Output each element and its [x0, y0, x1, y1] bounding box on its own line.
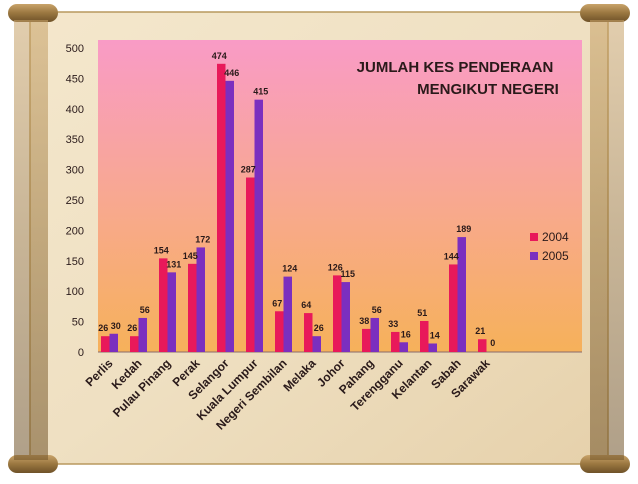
data-label: 30 [111, 321, 121, 331]
y-tick-label: 100 [66, 286, 84, 298]
bar-2004-sarawak [478, 339, 487, 352]
data-label: 26 [98, 323, 108, 333]
y-axis: 0 50 100 150 200 250 300 350 400 450 500 [66, 43, 84, 359]
data-label: 172 [195, 234, 210, 244]
bar-2004-selangor [217, 63, 226, 353]
bar-2005-melaka [312, 336, 321, 352]
y-tick-label: 500 [66, 43, 84, 55]
bar-2004-kelantan [420, 320, 429, 352]
y-tick-label: 50 [72, 317, 84, 329]
bar-2005-kedah [138, 317, 147, 352]
data-label: 126 [328, 262, 343, 272]
top-right-roller [580, 4, 630, 22]
bar-2005-terengganu [399, 342, 408, 352]
chart-title-line-2: MENGIKUT NEGERI [417, 81, 559, 98]
top-left-roller [8, 4, 58, 22]
legend-label-2005: 2005 [542, 249, 569, 263]
data-label: 26 [314, 323, 324, 333]
data-label: 26 [127, 323, 137, 333]
bar-2004-melaka [304, 313, 313, 352]
legend: 2004 2005 [530, 230, 569, 263]
bar-2005-johor [341, 282, 350, 352]
data-label: 154 [154, 245, 169, 255]
data-label: 14 [430, 330, 440, 340]
data-label: 124 [282, 264, 297, 274]
y-tick-label: 400 [66, 104, 84, 116]
y-tick-label: 200 [66, 225, 84, 237]
bar-2005-perlis [109, 333, 118, 352]
left-roll [14, 20, 48, 460]
bar-2005-pulau-pinang [167, 272, 176, 352]
data-label: 38 [359, 316, 369, 326]
bar-2004-pulau-pinang [159, 258, 168, 352]
y-tick-label: 250 [66, 195, 84, 207]
data-label: 67 [272, 298, 282, 308]
bar-2004-johor [333, 275, 342, 352]
data-labels: 26 30 265615413114517247444628741567124642… [98, 51, 495, 348]
bar-2005-pahang [370, 317, 379, 352]
y-tick-label: 300 [66, 165, 84, 177]
data-label: 56 [140, 305, 150, 315]
y-tick-label: 450 [66, 73, 84, 85]
bar-2004-pahang [362, 328, 371, 352]
data-label: 115 [340, 269, 355, 279]
data-label: 474 [212, 51, 227, 61]
bar-2005-kuala-lumpur [254, 99, 263, 353]
data-label: 415 [253, 87, 268, 97]
data-label: 145 [183, 251, 198, 261]
chart-title-line-1: JUMLAH KES PENDERAAN [357, 59, 554, 76]
bar-2004-negeri-sembilan [275, 311, 284, 352]
data-label: 0 [490, 338, 495, 348]
right-roll [590, 20, 624, 460]
bar-2005-perak [196, 247, 205, 352]
data-label: 189 [456, 224, 471, 234]
data-label: 446 [224, 68, 239, 78]
bar-2005-sabah [457, 237, 466, 352]
data-label: 56 [372, 305, 382, 315]
legend-label-2004: 2004 [542, 230, 569, 244]
bar-2004-perak [188, 263, 197, 352]
y-tick-label: 350 [66, 134, 84, 146]
legend-swatch-2004 [530, 233, 538, 241]
bar-2005-negeri-sembilan [283, 276, 292, 352]
data-label: 33 [388, 319, 398, 329]
bar-2005-kelantan [428, 343, 437, 352]
legend-swatch-2005 [530, 252, 538, 260]
bars [101, 63, 487, 353]
data-label: 51 [417, 308, 427, 318]
bar-2004-perlis [101, 336, 110, 352]
y-tick-label: 150 [66, 256, 84, 268]
bar-2004-terengganu [391, 331, 400, 352]
data-label: 144 [444, 251, 459, 261]
bar-2005-selangor [225, 80, 234, 352]
data-label: 64 [301, 300, 311, 310]
y-tick-label: 0 [78, 347, 84, 359]
bar-2004-kuala-lumpur [246, 177, 255, 352]
data-label: 131 [166, 259, 181, 269]
data-label: 16 [401, 329, 411, 339]
data-label: 21 [475, 326, 485, 336]
bar-2004-sabah [449, 264, 458, 352]
bar-2004-kedah [130, 336, 139, 352]
data-label: 287 [241, 165, 256, 175]
